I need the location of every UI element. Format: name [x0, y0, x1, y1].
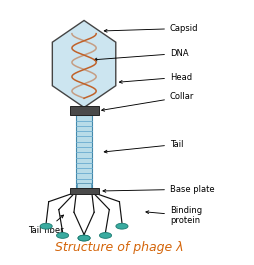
Bar — [70, 106, 99, 115]
Text: Structure of phage λ: Structure of phage λ — [55, 241, 184, 254]
Text: DNA: DNA — [94, 49, 188, 61]
Text: Collar: Collar — [102, 92, 194, 111]
Ellipse shape — [78, 235, 90, 241]
Text: Binding
protein: Binding protein — [146, 206, 202, 225]
Text: Head: Head — [119, 73, 192, 83]
Text: Tail: Tail — [104, 140, 183, 153]
Text: Tail fiber: Tail fiber — [28, 215, 64, 235]
Ellipse shape — [40, 223, 52, 229]
Polygon shape — [52, 20, 116, 107]
Text: Capsid: Capsid — [104, 24, 198, 33]
Ellipse shape — [78, 235, 90, 241]
Bar — [76, 115, 92, 189]
Bar — [70, 188, 99, 195]
Bar — [77, 183, 91, 188]
Text: Base plate: Base plate — [103, 185, 215, 194]
Ellipse shape — [100, 233, 112, 238]
Ellipse shape — [57, 233, 69, 238]
Ellipse shape — [116, 223, 128, 229]
